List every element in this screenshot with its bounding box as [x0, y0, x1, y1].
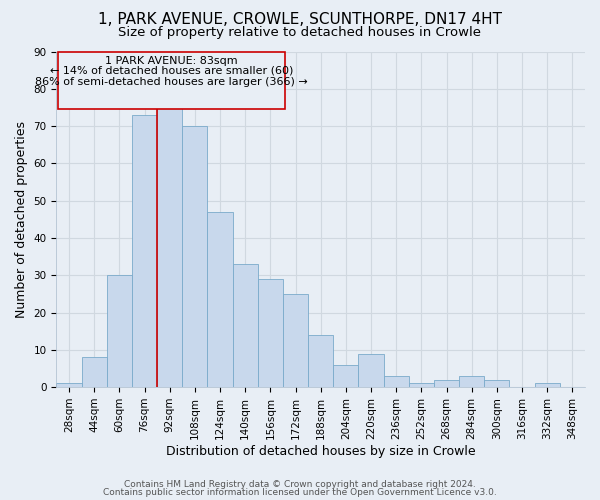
- Bar: [383, 376, 409, 387]
- Bar: [233, 264, 258, 387]
- Y-axis label: Number of detached properties: Number of detached properties: [15, 121, 28, 318]
- Text: 1 PARK AVENUE: 83sqm: 1 PARK AVENUE: 83sqm: [105, 56, 238, 66]
- Text: ← 14% of detached houses are smaller (60): ← 14% of detached houses are smaller (60…: [50, 66, 293, 76]
- FancyBboxPatch shape: [58, 52, 286, 110]
- Bar: [258, 279, 283, 387]
- X-axis label: Distribution of detached houses by size in Crowle: Distribution of detached houses by size …: [166, 444, 476, 458]
- Bar: [82, 358, 107, 387]
- Bar: [459, 376, 484, 387]
- Text: Contains HM Land Registry data © Crown copyright and database right 2024.: Contains HM Land Registry data © Crown c…: [124, 480, 476, 489]
- Bar: [333, 364, 358, 387]
- Bar: [409, 384, 434, 387]
- Bar: [182, 126, 208, 387]
- Bar: [535, 384, 560, 387]
- Text: Contains public sector information licensed under the Open Government Licence v3: Contains public sector information licen…: [103, 488, 497, 497]
- Bar: [358, 354, 383, 387]
- Text: 86% of semi-detached houses are larger (366) →: 86% of semi-detached houses are larger (…: [35, 77, 308, 87]
- Bar: [208, 212, 233, 387]
- Bar: [107, 275, 132, 387]
- Bar: [308, 335, 333, 387]
- Text: Size of property relative to detached houses in Crowle: Size of property relative to detached ho…: [119, 26, 482, 39]
- Bar: [56, 384, 82, 387]
- Bar: [132, 115, 157, 387]
- Bar: [157, 108, 182, 387]
- Bar: [283, 294, 308, 387]
- Bar: [434, 380, 459, 387]
- Text: 1, PARK AVENUE, CROWLE, SCUNTHORPE, DN17 4HT: 1, PARK AVENUE, CROWLE, SCUNTHORPE, DN17…: [98, 12, 502, 28]
- Bar: [484, 380, 509, 387]
